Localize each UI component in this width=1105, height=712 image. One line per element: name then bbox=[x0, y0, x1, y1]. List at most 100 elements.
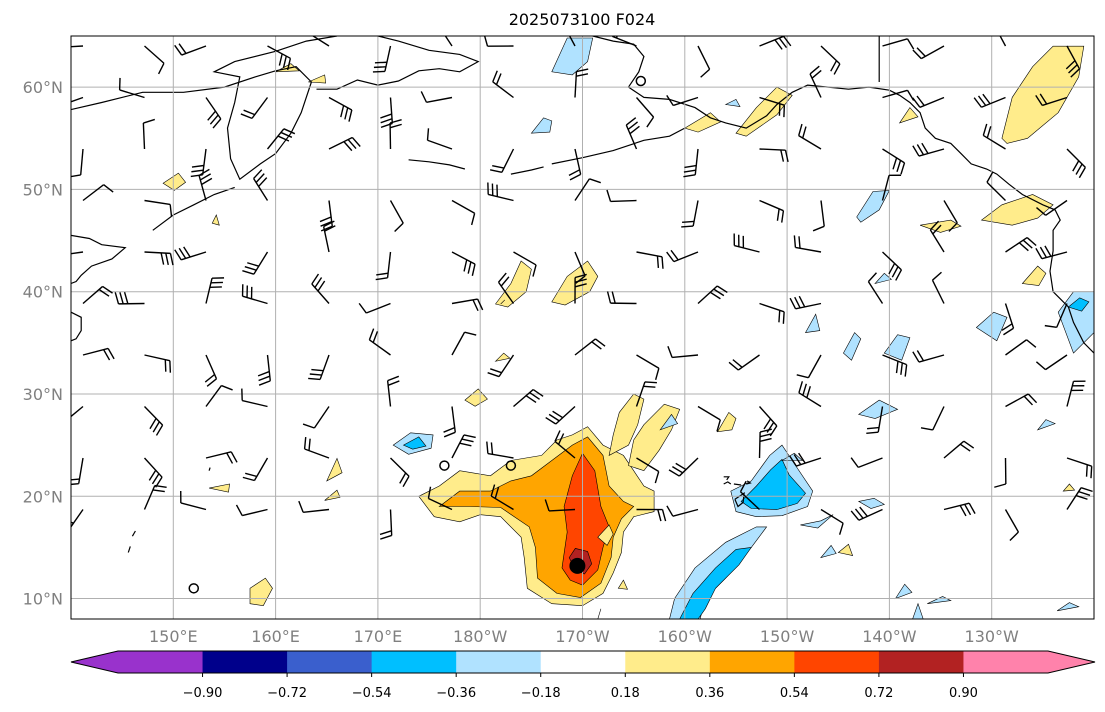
barb-feather bbox=[308, 377, 321, 381]
colorbar-segment bbox=[118, 651, 204, 673]
wind-barb bbox=[759, 199, 785, 223]
wind-barb bbox=[490, 484, 514, 511]
barb-feather bbox=[235, 504, 243, 516]
wind-barb bbox=[798, 381, 822, 408]
barb-feather bbox=[278, 53, 283, 66]
coastline bbox=[71, 234, 127, 285]
anomaly-patch bbox=[856, 190, 890, 223]
wind-barb bbox=[486, 441, 514, 459]
wind-barb bbox=[931, 271, 945, 304]
barb-feather bbox=[778, 37, 788, 49]
barb-feather bbox=[574, 278, 587, 283]
coastline bbox=[723, 476, 730, 481]
barb-shaft bbox=[82, 184, 105, 202]
barb-feather bbox=[948, 222, 958, 232]
barb-feather bbox=[993, 15, 1002, 23]
barb-shaft bbox=[427, 139, 453, 150]
wind-barb bbox=[257, 354, 271, 386]
barb-feather bbox=[643, 385, 656, 388]
wind-barb bbox=[380, 97, 394, 129]
barb-feather bbox=[244, 266, 257, 271]
barb-feather bbox=[212, 118, 222, 129]
barb-feather bbox=[798, 381, 804, 394]
barb-feather bbox=[666, 95, 674, 106]
wind-barb bbox=[390, 457, 410, 488]
wind-barb bbox=[443, 406, 456, 438]
barb-feather bbox=[486, 441, 489, 454]
barb-feather bbox=[833, 63, 841, 75]
wind-barb bbox=[144, 354, 172, 373]
barb-shaft bbox=[999, 36, 1007, 47]
wind-barb bbox=[1035, 93, 1068, 107]
barb-feather bbox=[427, 486, 432, 499]
barb-shaft bbox=[144, 45, 165, 64]
barb-feather bbox=[57, 527, 68, 531]
barb-shaft bbox=[574, 251, 586, 277]
barb-shaft bbox=[943, 200, 958, 224]
anomaly-patch bbox=[617, 579, 628, 590]
wind-barb bbox=[982, 123, 1006, 150]
barb-feather bbox=[657, 509, 662, 522]
colorbar-extend-high bbox=[1048, 651, 1095, 673]
wind-barb bbox=[733, 233, 760, 253]
barb-feather bbox=[103, 184, 114, 193]
barb-feather bbox=[780, 149, 785, 162]
barb-feather bbox=[71, 526, 72, 527]
coastline bbox=[131, 530, 136, 537]
map-area bbox=[57, 15, 1095, 620]
barb-feather bbox=[1044, 324, 1057, 329]
wind-barb bbox=[1066, 380, 1086, 407]
anomaly-patch bbox=[894, 583, 913, 600]
barb-shaft bbox=[119, 89, 145, 99]
barb-feather bbox=[986, 126, 992, 139]
barb-feather bbox=[904, 364, 908, 377]
anomaly-patch bbox=[494, 352, 511, 362]
wind-barb bbox=[303, 436, 330, 459]
barb-feather bbox=[1085, 464, 1088, 477]
barb-shaft bbox=[867, 281, 884, 304]
barb-feather bbox=[921, 142, 929, 154]
barb-feather bbox=[344, 107, 349, 120]
colorbar-outline bbox=[70, 650, 1096, 674]
longitude-tick-label: 160°E bbox=[251, 627, 300, 646]
wind-barb bbox=[180, 490, 207, 511]
anomaly-patch bbox=[735, 86, 793, 137]
wind-barb bbox=[635, 97, 655, 128]
barb-feather bbox=[152, 489, 165, 493]
wind-barb bbox=[986, 171, 1006, 201]
wind-barb bbox=[426, 128, 453, 150]
barb-feather bbox=[867, 426, 880, 430]
barb-feather bbox=[709, 291, 721, 300]
barb-feather bbox=[1070, 68, 1080, 78]
barb-feather bbox=[866, 431, 879, 435]
longitude-tick-label: 160°W bbox=[658, 627, 713, 646]
wind-barb bbox=[1035, 245, 1068, 260]
barb-feather bbox=[574, 283, 587, 288]
wind-barb bbox=[625, 117, 640, 150]
wind-barb bbox=[758, 428, 772, 459]
barb-feather bbox=[461, 438, 474, 443]
barb-feather bbox=[794, 296, 801, 309]
barb-feather bbox=[343, 141, 353, 152]
barb-shaft bbox=[672, 508, 699, 517]
barb-feather bbox=[683, 174, 696, 178]
barb-feather bbox=[152, 421, 160, 433]
barb-feather bbox=[151, 473, 160, 485]
barb-feather bbox=[545, 416, 557, 425]
wind-barb bbox=[636, 457, 660, 484]
barb-feather bbox=[303, 436, 307, 450]
barb-feather bbox=[916, 350, 925, 362]
wind-barb bbox=[71, 45, 84, 48]
barb-feather bbox=[387, 380, 400, 386]
anomaly-patch bbox=[684, 112, 722, 133]
barb-feather bbox=[806, 386, 811, 398]
barb-feather bbox=[459, 442, 472, 447]
barb-feather bbox=[191, 169, 204, 173]
barb-feather bbox=[394, 222, 404, 233]
colorbar-tick-label: 0.72 bbox=[864, 686, 893, 701]
barb-feather bbox=[258, 375, 271, 382]
anomaly-patch bbox=[1062, 483, 1076, 492]
barb-feather bbox=[376, 272, 389, 276]
wind-barb bbox=[143, 484, 167, 510]
anomaly-patch bbox=[740, 458, 806, 510]
